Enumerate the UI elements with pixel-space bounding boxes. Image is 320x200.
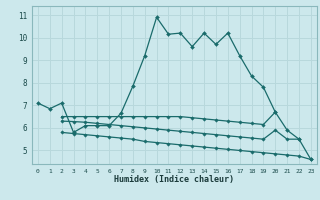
X-axis label: Humidex (Indice chaleur): Humidex (Indice chaleur) [115, 175, 234, 184]
